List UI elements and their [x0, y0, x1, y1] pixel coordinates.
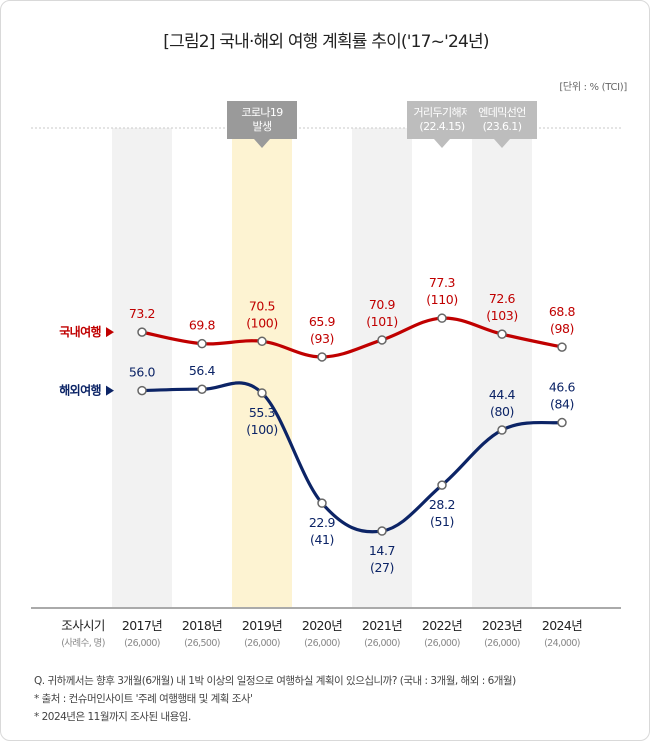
event-label: 코로나19: [241, 106, 283, 119]
tci-label: (100): [246, 422, 278, 437]
data-label: 70.5: [249, 298, 275, 313]
data-label: 68.8: [549, 304, 576, 319]
data-point: [257, 336, 267, 347]
data-point: [197, 338, 207, 349]
data-label: 22.9: [309, 515, 336, 530]
x-axis-header: 조사시기: [61, 618, 105, 633]
data-label: 28.2: [429, 497, 455, 512]
sample-size-label: (26,000): [484, 638, 520, 649]
tci-label: (84): [550, 397, 574, 412]
x-tick-label: 2022년: [422, 618, 462, 633]
tci-label: (103): [486, 308, 518, 323]
data-label: 70.9: [369, 297, 396, 312]
x-tick-label: 2023년: [482, 618, 522, 633]
data-label: 44.4: [489, 387, 516, 402]
series-line-overseas: [141, 381, 563, 534]
highlight-column-2: [232, 128, 292, 607]
data-label: 73.2: [129, 306, 155, 321]
data-point: [497, 329, 507, 339]
data-label: 65.9: [309, 314, 336, 329]
tci-label: (80): [490, 404, 514, 419]
tci-label: (101): [366, 314, 398, 329]
x-tick-label: 2024년: [542, 618, 582, 633]
x-tick-label: 2020년: [302, 618, 342, 633]
shade-column-6: [472, 128, 532, 607]
x-tick-label: 2019년: [242, 618, 282, 633]
event-label: 거리두기해제: [413, 105, 470, 119]
data-point: [137, 385, 147, 396]
sample-size-label: (24,000): [544, 638, 580, 649]
data-point: [437, 480, 447, 490]
unit-label: [단위 : % (TCI)]: [559, 82, 627, 93]
event-callout-1: [407, 101, 477, 148]
tci-label: (110): [426, 292, 458, 307]
data-label: 56.4: [189, 363, 216, 378]
data-label: 77.3: [429, 275, 455, 290]
chart-title: [그림2] 국내·해외 여행 계획률 추이('17~'24년): [163, 32, 489, 52]
data-label: 14.7: [369, 543, 395, 558]
event-label: 엔데믹선언: [478, 106, 526, 119]
data-point: [197, 384, 207, 394]
sample-size-label: (26,000): [124, 638, 160, 649]
sample-size-label: (26,000): [244, 638, 280, 649]
tci-label: (100): [246, 315, 278, 330]
x-tick-label: 2018년: [182, 618, 222, 633]
legend-arrow-icon: [106, 385, 114, 396]
tci-label: (93): [310, 331, 334, 346]
data-label: 56.0: [129, 365, 156, 380]
tci-label: (27): [370, 560, 394, 575]
data-point: [377, 526, 387, 536]
footnotes: Q. 귀하께서는 향후 3개월(6개월) 내 1박 이상의 일정으로 여행하실 …: [34, 672, 634, 726]
event-callout-2: [467, 101, 537, 148]
x-tick-label: 2017년: [122, 618, 162, 633]
event-label: (23.6.1): [483, 120, 522, 133]
data-label: 69.8: [189, 318, 216, 333]
series-line-domestic: [141, 316, 563, 359]
data-label: 55.3: [249, 405, 275, 420]
sample-size-label: (26,500): [184, 638, 220, 649]
data-point: [137, 327, 147, 337]
tci-label: (98): [550, 321, 574, 336]
tci-label: (51): [430, 514, 454, 529]
x-tick-label: 2021년: [362, 618, 402, 633]
survey-question-note: Q. 귀하께서는 향후 3개월(6개월) 내 1박 이상의 일정으로 여행하실 …: [34, 675, 516, 687]
data-point: [257, 388, 267, 398]
data-point: [437, 313, 447, 323]
event-callout-0: [227, 101, 297, 148]
event-label: (22.4.15): [419, 120, 464, 133]
data-label: 46.6: [549, 380, 576, 395]
x-axis-subheader: (사례수, 명): [61, 638, 105, 649]
legend-arrow-icon: [106, 327, 114, 338]
sample-size-label: (26,000): [364, 638, 400, 649]
data-point: [317, 498, 327, 508]
event-label: 발생: [252, 120, 271, 133]
data-point: [557, 417, 567, 428]
legend-label-overseas: 해외여행: [59, 383, 101, 398]
shade-column-0: [112, 128, 172, 607]
data-label: 72.6: [489, 291, 516, 306]
data-point: [377, 335, 387, 345]
sample-size-label: (26,000): [424, 638, 460, 649]
source-note: * 출처 : 컨슈머인사이트 '주례 여행행태 및 계획 조사': [34, 693, 253, 705]
data-point: [497, 425, 507, 435]
sample-size-label: (26,000): [304, 638, 340, 649]
legend-label-domestic: 국내여행: [59, 324, 101, 339]
data-point: [317, 352, 327, 362]
data-point: [557, 342, 567, 352]
tci-label: (41): [310, 532, 334, 547]
period-note: * 2024년은 11월까지 조사된 내용임.: [34, 711, 191, 723]
